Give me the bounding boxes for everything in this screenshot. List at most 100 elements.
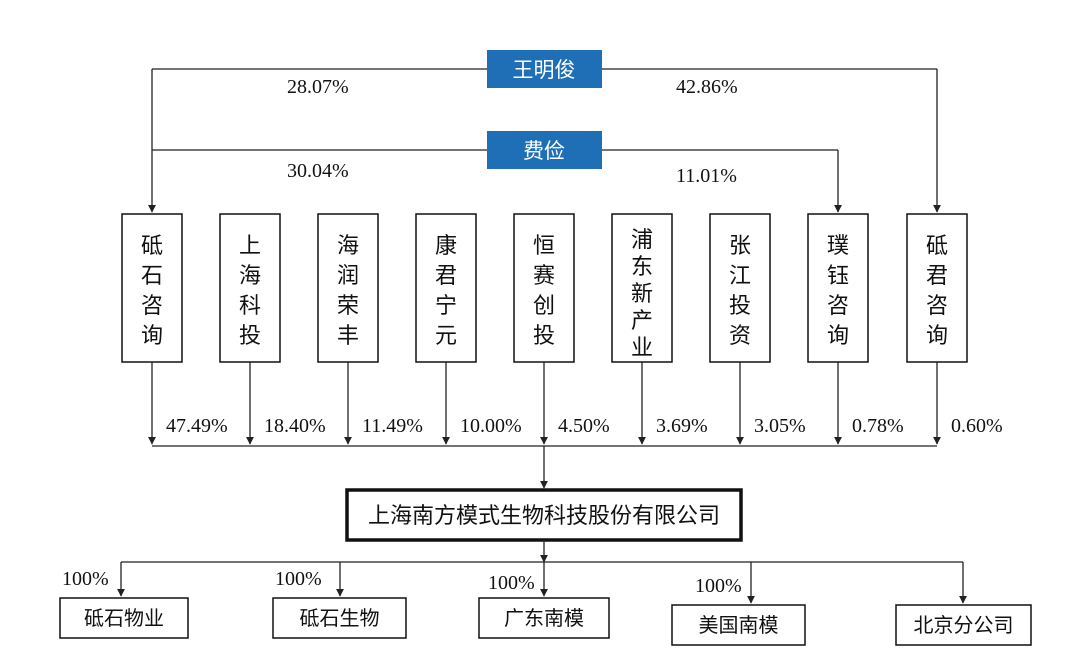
shareholder-box [415, 213, 477, 363]
shareholder-pct: 0.60% [951, 415, 1003, 437]
shareholder-name-char: 上 [239, 234, 261, 259]
shareholder-name-char: 元 [435, 324, 457, 349]
subsidiary-name: 北京分公司 [914, 613, 1014, 637]
shareholder-name-char: 砥 [141, 234, 163, 259]
subsidiary-name: 广东南模 [504, 606, 584, 630]
shareholder-name-char: 询 [141, 324, 163, 349]
company-name: 上海南方模式生物科技股份有限公司 [368, 504, 720, 529]
subsidiary-box [59, 597, 189, 639]
shareholder-name-char: 钰 [827, 264, 849, 289]
subsidiary-name: 砥石物业 [84, 606, 164, 630]
subsidiary-pct: 100% [488, 572, 535, 594]
owner-right-pct: 42.86% [676, 76, 738, 98]
subsidiary-pct: 100% [275, 568, 322, 590]
shareholder-name-char: 咨 [827, 294, 849, 319]
subsidiary-pct: 100% [695, 575, 742, 597]
shareholder-name-char: 丰 [337, 324, 359, 349]
shareholder-pct: 47.49% [166, 415, 228, 437]
subsidiary: 砥石物业 100% [59, 562, 189, 639]
shareholder-name-char: 业 [631, 336, 653, 361]
subsidiary: 砥石生物 100% [272, 562, 407, 639]
shareholder-box [611, 213, 673, 363]
shareholder-name-char: 宁 [435, 294, 457, 319]
shareholder-name-char: 砥 [926, 234, 948, 259]
shareholder-name-char: 璞 [827, 234, 849, 259]
subsidiary: 广东南模 100% [478, 562, 610, 639]
shareholder-name-char: 询 [827, 324, 849, 349]
shareholder-name-char: 赛 [533, 264, 555, 289]
subsidiary-box [671, 604, 806, 646]
shareholder-pct: 4.50% [558, 415, 610, 437]
main-company: 上海南方模式生物科技股份有限公司 [345, 488, 743, 542]
shareholder-pct: 3.05% [754, 415, 806, 437]
shareholder-name-char: 东 [631, 255, 653, 280]
shareholder-box [807, 213, 869, 363]
shareholder-name-char: 君 [435, 264, 457, 289]
shareholder-box [906, 213, 968, 363]
shareholder-name-char: 海 [239, 264, 261, 289]
shareholder-name-char: 荣 [337, 294, 359, 319]
owner-box [487, 131, 602, 169]
shareholder-name-char: 投 [533, 324, 555, 349]
subsidiary-pct: 100% [62, 568, 109, 590]
shareholder-box [219, 213, 281, 363]
shareholder-box [317, 213, 379, 363]
subsidiary-row: 砥石物业 100% 砥石生物 100% 广东南模 100% 美国南模 100% 北京分公司 [59, 561, 1032, 646]
owner-name: 王明俊 [513, 58, 576, 82]
shareholder-name-char: 新 [631, 282, 653, 307]
shareholder-name-char: 江 [729, 264, 751, 289]
subsidiary-box [272, 597, 407, 639]
shareholder-pct: 11.49% [362, 415, 423, 437]
shareholder-name-char: 科 [239, 294, 261, 319]
subsidiary-name: 砥石生物 [300, 606, 380, 630]
shareholder-name-char: 浦 [631, 228, 653, 253]
shareholder-pct: 0.78% [852, 415, 904, 437]
owner-left-pct: 28.07% [287, 76, 349, 98]
shareholder-pct: 18.40% [264, 415, 326, 437]
shareholder-row: 砥石咨询47.49%上海科投18.40%海润荣丰11.49%康君宁元10.00%… [121, 213, 1003, 445]
subsidiary-name: 美国南模 [699, 613, 779, 637]
shareholder-pct: 3.69% [656, 415, 708, 437]
subsidiary-box [478, 597, 610, 639]
owner-fei-jian: 费俭 [487, 131, 602, 169]
shareholder-name-char: 恒 [533, 234, 555, 259]
shareholder-name-char: 投 [729, 294, 751, 319]
owner-lines [148, 68, 941, 213]
subsidiary: 北京分公司 [895, 562, 1032, 646]
shareholder-name-char: 投 [239, 324, 261, 349]
owner-left-pct: 30.04% [287, 160, 349, 182]
owner-right-pct: 11.01% [676, 165, 737, 187]
shareholder-box [121, 213, 183, 363]
subsidiary: 美国南模 100% [671, 562, 806, 646]
shareholder-pct: 10.00% [460, 415, 522, 437]
company-box [345, 488, 743, 542]
shareholder-box [513, 213, 575, 363]
shareholder-box [709, 213, 771, 363]
shareholder-name-char: 润 [337, 264, 359, 289]
shareholder-name-char: 石 [141, 264, 163, 289]
shareholder-name-char: 资 [729, 324, 751, 349]
shareholder-name-char: 产 [631, 309, 653, 334]
subsidiary-box [895, 604, 1032, 646]
shareholder-name-char: 张 [729, 234, 751, 259]
owner-name: 费俭 [523, 139, 565, 163]
shareholder-name-char: 君 [926, 264, 948, 289]
shareholder-name-char: 咨 [926, 294, 948, 319]
shareholder-name-char: 创 [533, 294, 555, 319]
shareholder-name-char: 康 [435, 234, 457, 259]
shareholder-name-char: 海 [337, 234, 359, 259]
shareholder-name-char: 咨 [141, 294, 163, 319]
shareholder-name-char: 询 [926, 324, 948, 349]
owner-wang-mingjun: 王明俊 [487, 50, 602, 88]
owner-box [487, 50, 602, 88]
